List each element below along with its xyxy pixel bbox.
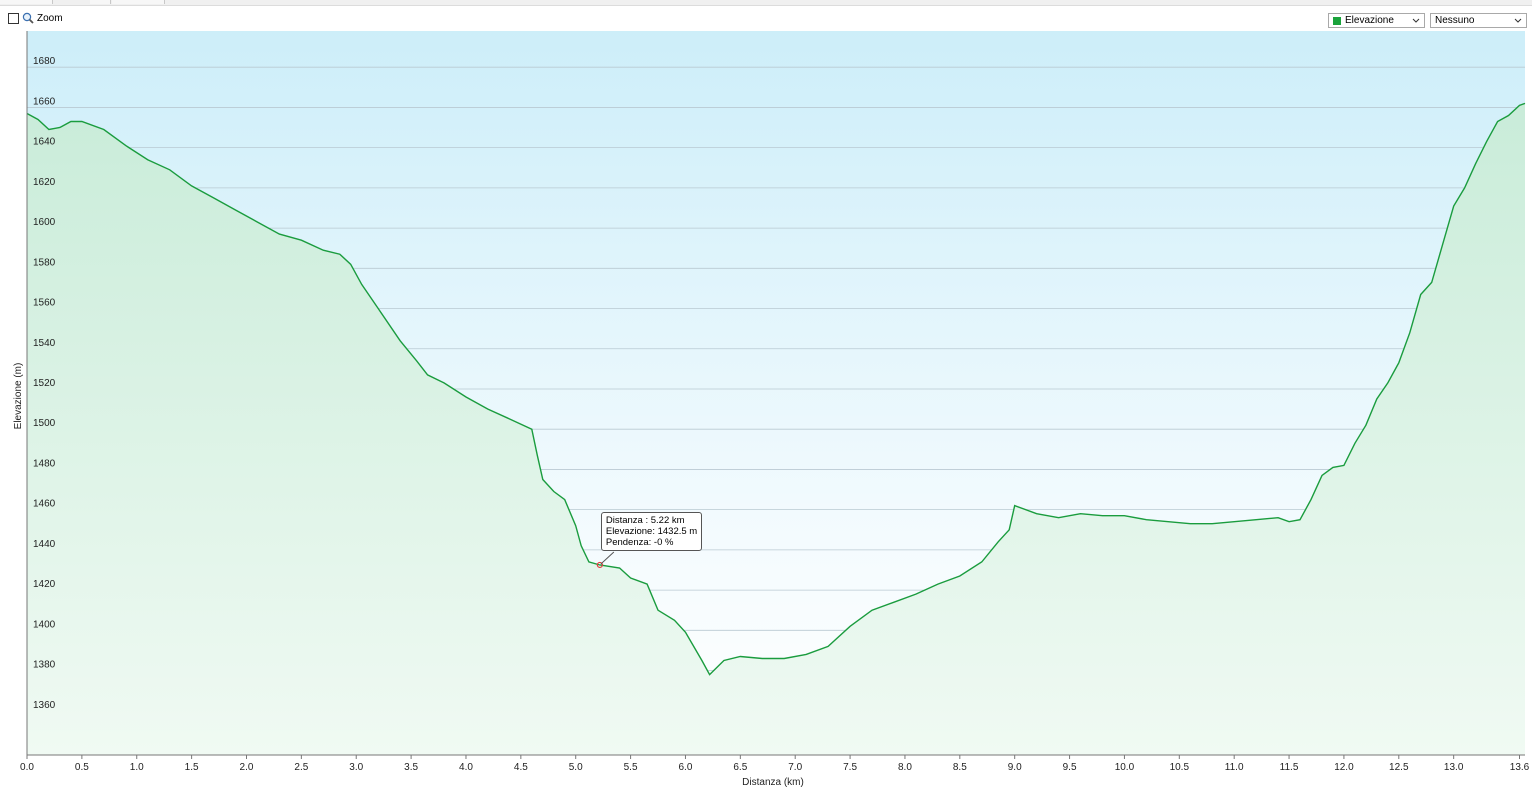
- y-tick-label: 1440: [33, 539, 56, 550]
- y-tick-label: 1620: [33, 177, 56, 188]
- y-tick-label: 1520: [33, 378, 56, 389]
- x-axis-ticks: 0.0 0.5 1.0 1.5 2.0 2.5 3.0 3.5 4.0 4.5 5.0 5.5 6.0 6…: [20, 755, 1530, 773]
- y-tick-label: 1600: [33, 217, 56, 228]
- y-tick-label: 1420: [33, 579, 56, 590]
- tooltip-elevation: Elevazione: 1432.5 m: [605, 525, 698, 537]
- x-tick-label: 11.0: [1225, 762, 1244, 773]
- y-tick-label: 1580: [33, 257, 56, 268]
- x-tick-label: 0.0: [20, 762, 34, 773]
- tooltip-slope: Pendenza: -0 %: [605, 536, 674, 548]
- cursor-point: [596, 561, 603, 569]
- y-tick-label: 1560: [33, 298, 56, 309]
- y-tick-label: 1480: [33, 458, 56, 469]
- x-tick-label: 5.0: [569, 762, 583, 773]
- elevation-area: [27, 103, 1525, 755]
- zoom-label: Zoom: [37, 12, 63, 24]
- y-tick-label: 1660: [33, 96, 56, 107]
- y-tick-label: 1680: [33, 56, 56, 67]
- zoom-toggle[interactable]: Zoom: [8, 11, 63, 25]
- x-tick-label: 9.5: [1063, 762, 1077, 773]
- y-axis-ticks: 1360 1380 1400 1420 1440 1460 1480 1500 1520 1540…: [33, 56, 56, 711]
- tab[interactable]: [112, 0, 165, 4]
- x-tick-label: 3.0: [349, 762, 363, 773]
- point-tooltip: Distanza : 5.22 km Elevazione: 1432.5 m …: [600, 511, 703, 551]
- x-tick-label: 13.6: [1510, 762, 1530, 773]
- x-tick-label: 5.5: [624, 762, 638, 773]
- x-tick-label: 13.0: [1444, 762, 1464, 773]
- zoom-checkbox[interactable]: [8, 12, 19, 24]
- y-axis-title: Elevazione (m): [13, 363, 24, 430]
- overlay-select-value: Nessuno: [1435, 15, 1475, 26]
- x-tick-label: 8.5: [953, 762, 967, 773]
- overlay-select[interactable]: Nessuno: [1430, 13, 1527, 28]
- y-tick-label: 1540: [33, 338, 56, 349]
- series-select[interactable]: Elevazione: [1328, 13, 1425, 28]
- x-tick-label: 9.0: [1008, 762, 1022, 773]
- x-tick-label: 2.5: [294, 762, 308, 773]
- y-tick-label: 1380: [33, 660, 56, 671]
- x-tick-label: 3.5: [404, 762, 418, 773]
- x-tick-label: 4.0: [459, 762, 473, 773]
- x-tick-label: 7.5: [843, 762, 857, 773]
- y-tick-label: 1640: [33, 137, 56, 148]
- x-tick-label: 2.0: [240, 762, 254, 773]
- x-tick-label: 8.0: [898, 762, 912, 773]
- x-tick-label: 1.0: [130, 762, 144, 773]
- tooltip-distance: Distanza : 5.22 km: [605, 514, 685, 526]
- x-tick-label: 10.0: [1115, 762, 1135, 773]
- x-tick-label: 4.5: [514, 762, 528, 773]
- tab[interactable]: [90, 0, 111, 4]
- elevation-line: [26, 102, 1526, 676]
- series-select-value: Elevazione: [1345, 15, 1394, 26]
- x-tick-label: 12.5: [1389, 762, 1409, 773]
- chart-toolbar: Zoom Elevazione Nessuno: [0, 5, 1532, 29]
- x-tick-label: 11.5: [1280, 762, 1299, 773]
- magnifier-icon: [22, 12, 34, 24]
- tab-strip: [0, 0, 1532, 6]
- x-tick-label: 6.5: [733, 762, 747, 773]
- chevron-down-icon: [1412, 18, 1420, 23]
- cursor-marker: [596, 561, 603, 569]
- series-color-swatch: [1333, 16, 1341, 25]
- y-tick-label: 1400: [33, 619, 56, 630]
- x-tick-label: 1.5: [185, 762, 199, 773]
- x-tick-label: 12.0: [1334, 762, 1354, 773]
- y-tick-label: 1460: [33, 499, 56, 510]
- x-tick-label: 0.5: [75, 762, 89, 773]
- chevron-down-icon: [1514, 18, 1522, 23]
- x-axis-title: Distanza (km): [742, 777, 804, 788]
- y-tick-label: 1500: [33, 418, 56, 429]
- x-tick-label: 7.0: [788, 762, 802, 773]
- tab-active[interactable]: [0, 0, 53, 4]
- x-tick-label: 10.5: [1170, 762, 1190, 773]
- x-tick-label: 6.0: [679, 762, 693, 773]
- y-tick-label: 1360: [33, 700, 56, 711]
